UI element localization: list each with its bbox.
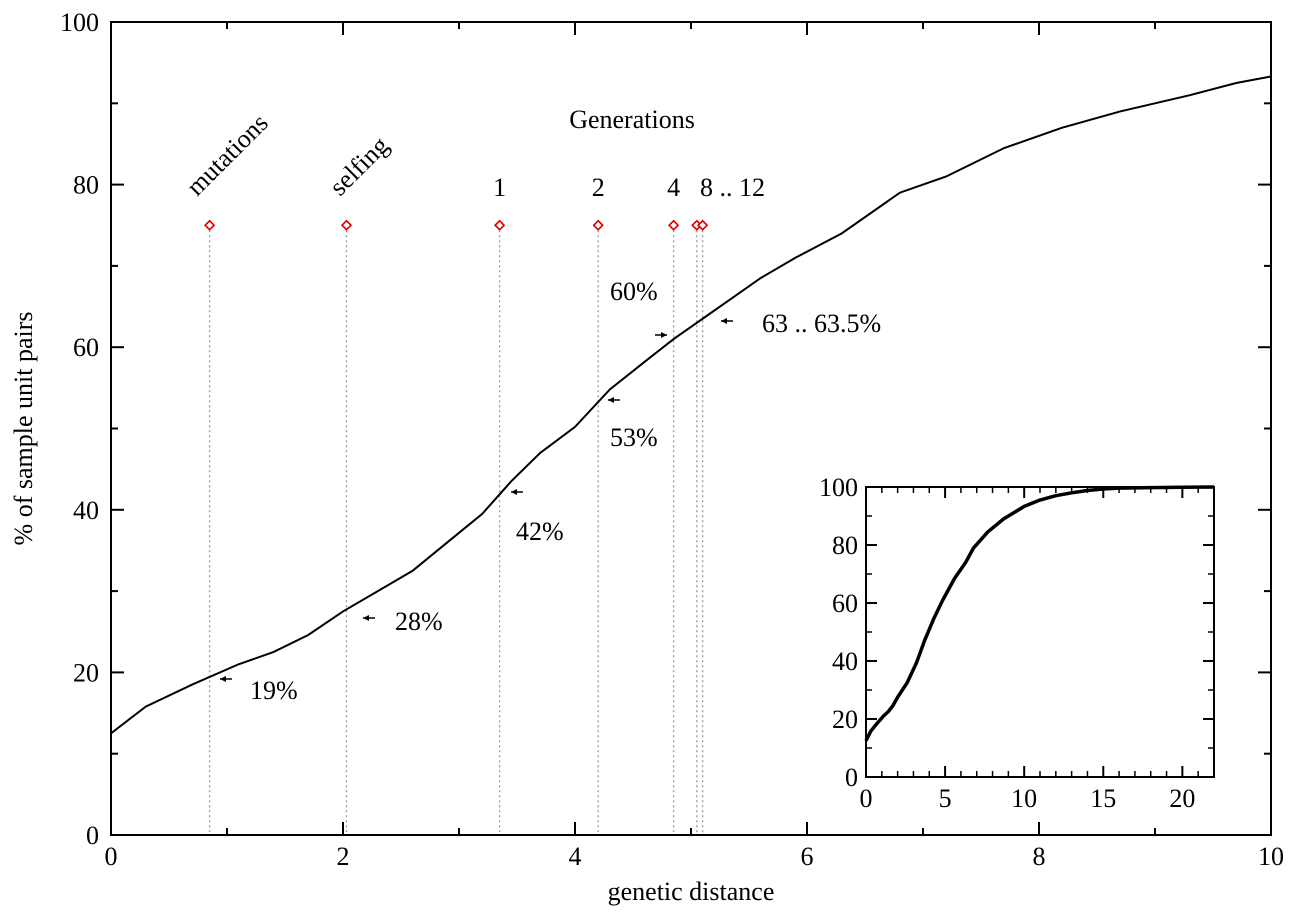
y-axis-title: % of sample unit pairs bbox=[9, 312, 38, 546]
inset-y-tick-label: 60 bbox=[832, 589, 858, 618]
annotation-arrow-head bbox=[511, 489, 517, 495]
annotation-label: 42% bbox=[516, 517, 564, 546]
marker-label-gen-4: 4 bbox=[667, 173, 680, 202]
inset-x-tick-label: 15 bbox=[1090, 784, 1116, 813]
x-tick-label: 8 bbox=[1033, 842, 1046, 871]
inset-frame bbox=[865, 486, 1215, 778]
annotation-arrow-head bbox=[220, 676, 226, 682]
annotation-arrow-head bbox=[363, 615, 369, 621]
annotation-label: 19% bbox=[250, 676, 298, 705]
annotation-arrow-head bbox=[661, 332, 667, 338]
marker-point bbox=[493, 219, 506, 231]
marker-label-selfing: selfing bbox=[324, 131, 395, 202]
inset-y-tick-label: 80 bbox=[832, 531, 858, 560]
annotation-label: 60% bbox=[610, 277, 658, 306]
marker-point bbox=[696, 219, 709, 231]
main-curve bbox=[110, 75, 1272, 735]
annotation-label: 28% bbox=[395, 607, 443, 636]
inset-x-tick-label: 10 bbox=[1011, 784, 1037, 813]
annotation-arrow-head bbox=[721, 318, 727, 324]
y-tick-label: 60 bbox=[73, 333, 99, 362]
generations-label: Generations bbox=[569, 105, 695, 134]
x-tick-label: 0 bbox=[105, 842, 118, 871]
x-tick-label: 6 bbox=[801, 842, 814, 871]
x-tick-label: 2 bbox=[337, 842, 350, 871]
marker-point bbox=[340, 219, 353, 231]
marker-label-mutations: mutations bbox=[181, 108, 274, 201]
annotation-label: 53% bbox=[610, 423, 658, 452]
x-tick-label: 4 bbox=[569, 842, 582, 871]
inset-x-tick-label: 20 bbox=[1169, 784, 1195, 813]
inset-y-tick-label: 40 bbox=[832, 647, 858, 676]
inset-y-tick-label: 20 bbox=[832, 705, 858, 734]
marker-label-gen-2: 2 bbox=[592, 173, 605, 202]
y-tick-label: 0 bbox=[86, 821, 99, 850]
inset-y-tick-label: 100 bbox=[819, 473, 858, 502]
inset-x-tick-label: 0 bbox=[860, 784, 873, 813]
inset-x-tick-label: 5 bbox=[939, 784, 952, 813]
y-tick-label: 100 bbox=[60, 8, 99, 37]
marker-point bbox=[203, 219, 216, 231]
marker-label-gen-1: 1 bbox=[493, 173, 506, 202]
y-tick-label: 40 bbox=[73, 496, 99, 525]
annotation-arrow-head bbox=[608, 397, 614, 403]
inset-curve bbox=[864, 485, 1215, 742]
x-axis-title: genetic distance bbox=[608, 877, 775, 906]
inset-y-tick-label: 0 bbox=[845, 763, 858, 792]
marker-point bbox=[592, 219, 604, 231]
marker-point bbox=[667, 219, 680, 231]
marker-label-gen-8-12: 8 .. 12 bbox=[700, 173, 765, 202]
y-tick-label: 20 bbox=[73, 658, 99, 687]
x-tick-label: 10 bbox=[1258, 842, 1284, 871]
y-tick-label: 80 bbox=[73, 171, 99, 200]
annotation-label: 63 .. 63.5% bbox=[762, 309, 881, 338]
